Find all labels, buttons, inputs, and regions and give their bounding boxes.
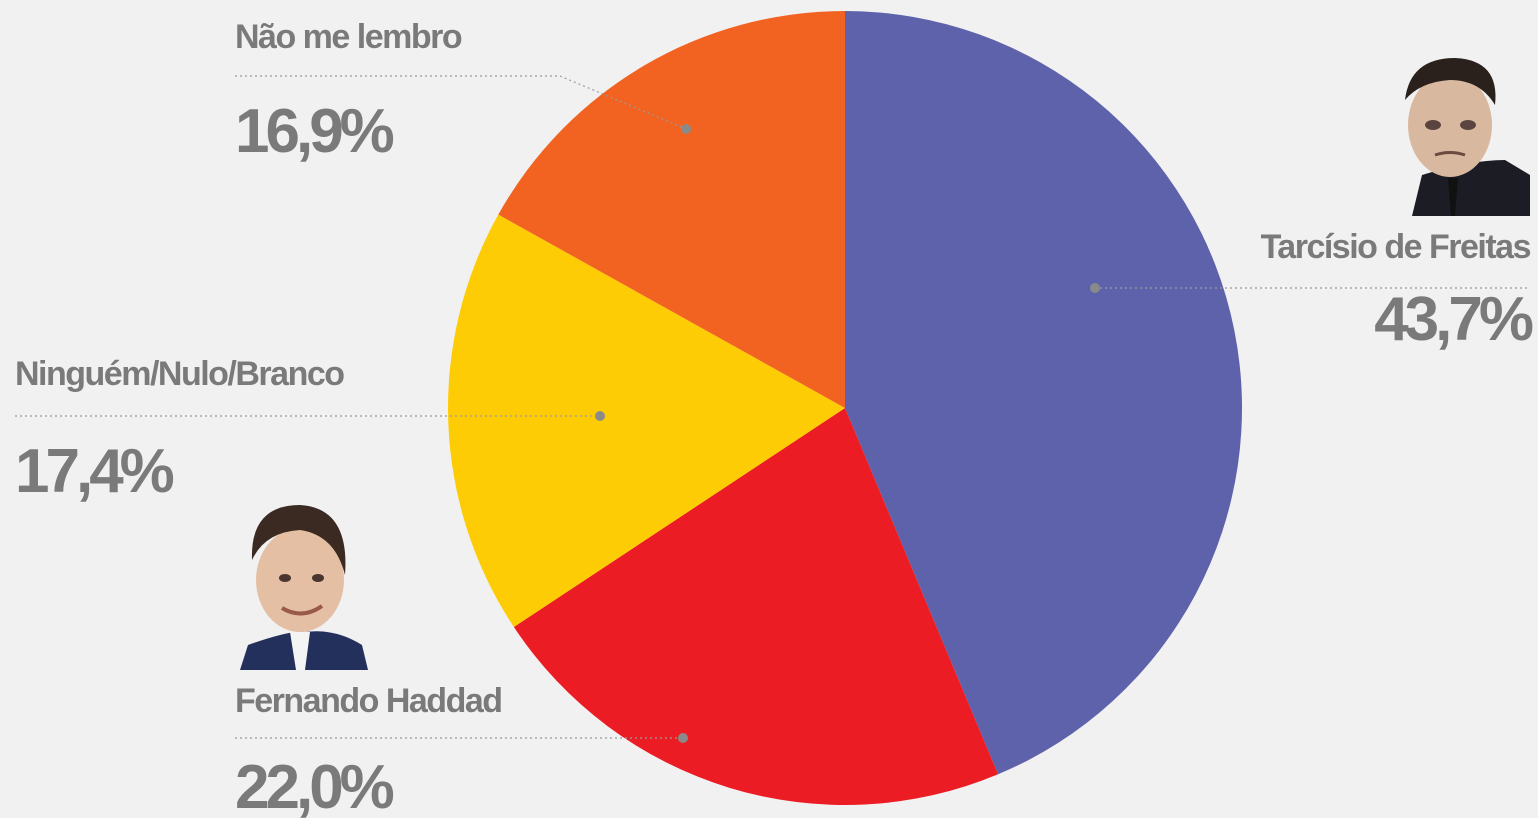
pie (447, 11, 1242, 805)
slice-value: 22,0% (235, 753, 394, 818)
slice-value: 17,4% (15, 437, 174, 506)
portrait-tarcisio (1405, 58, 1530, 216)
labels: Tarcísio de Freitas 43,7% Fernando Haddad 2… (15, 18, 1537, 818)
pie-slice (845, 11, 1242, 775)
pie-slice (513, 408, 999, 805)
leader-dot (595, 411, 605, 421)
slice-name: Não me lembro (235, 18, 462, 56)
slice-value: 16,9% (235, 97, 394, 166)
pie-slice (498, 11, 845, 408)
leader-dot (678, 733, 688, 743)
slice-name: Ninguém/Nulo/Branco (15, 355, 344, 393)
leader-line (235, 75, 687, 130)
leader-dot (1090, 283, 1100, 293)
slice-value: 43,7% (1374, 285, 1533, 354)
leader-dot (681, 124, 691, 134)
portrait-haddad (240, 505, 368, 670)
slice-name: Tarcísio de Freitas (1261, 228, 1531, 266)
slice-name: Fernando Haddad (235, 682, 502, 720)
pie-slice (447, 214, 845, 628)
